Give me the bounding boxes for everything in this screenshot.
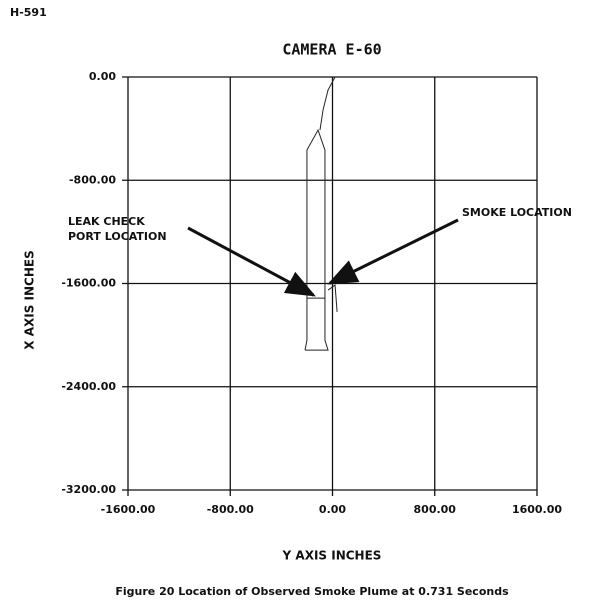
annotation-text: LEAK CHECK: [68, 215, 145, 228]
chart-title: CAMERA E-60: [282, 41, 381, 59]
annotation-text: PORT LOCATION: [68, 230, 167, 243]
annotation-arrow: [187, 226, 316, 297]
x-tick-label: 800.00: [414, 503, 457, 516]
x-tick-label: -1600.00: [101, 503, 156, 516]
x-axis-label: Y AXIS INCHES: [282, 549, 382, 563]
y-tick-label: -3200.00: [61, 483, 116, 496]
x-tick-label: 1600.00: [512, 503, 562, 516]
x-tick-label: 0.00: [319, 503, 346, 516]
y-tick-label: -2400.00: [61, 380, 116, 393]
annotation-arrow: [327, 218, 459, 285]
caption: Figure 20 Location of Observed Smoke Plu…: [115, 585, 509, 598]
y-tick-label: -800.00: [69, 173, 116, 186]
y-tick-label: -1600.00: [61, 277, 116, 290]
page-label: H-591: [10, 6, 47, 19]
x-tick-label: -800.00: [207, 503, 254, 516]
y-axis-label: X AXIS INCHES: [23, 250, 37, 349]
annotation-text: SMOKE LOCATION: [462, 206, 572, 219]
y-tick-label: 0.00: [89, 70, 116, 83]
outline-line: [304, 76, 338, 351]
